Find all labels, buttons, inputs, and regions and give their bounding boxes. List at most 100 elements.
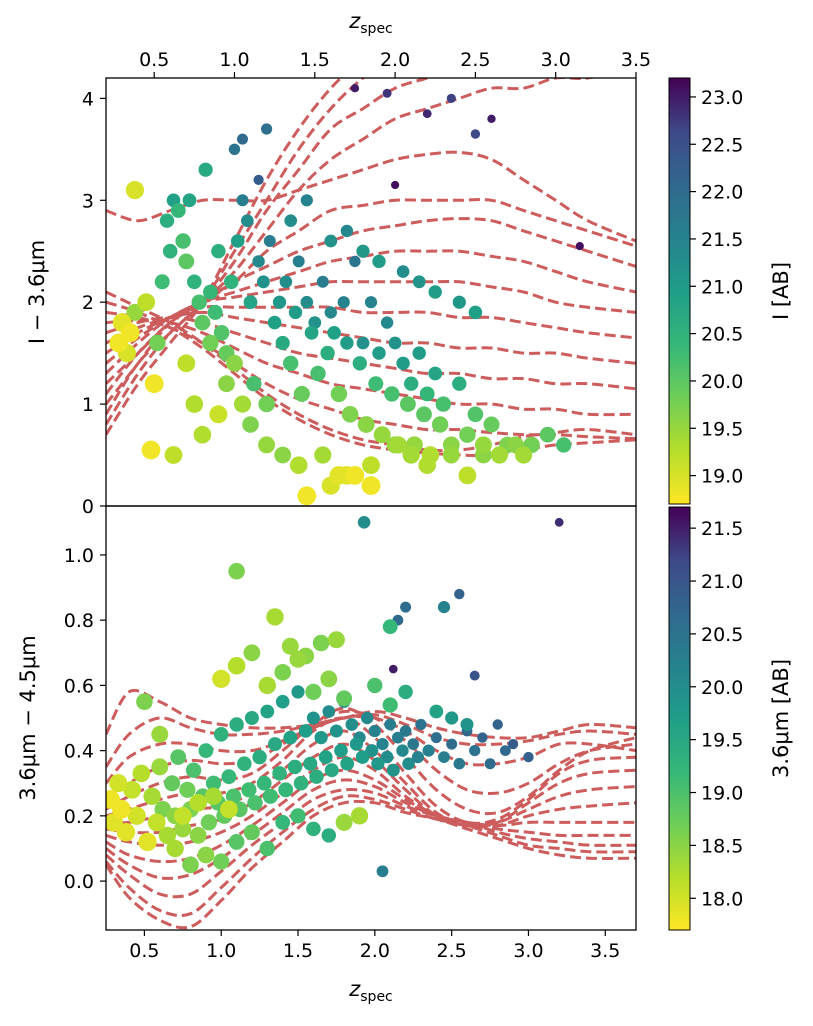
data-point [149,334,166,352]
data-point [297,486,317,506]
data-point [279,275,293,289]
model-track-line [106,78,343,436]
data-point [507,739,519,750]
data-point [400,396,416,412]
data-point [252,749,267,765]
data-point [272,766,287,781]
data-point [228,562,245,580]
data-point [225,788,242,804]
data-point [283,730,298,745]
data-point [418,456,437,475]
data-point [268,737,282,752]
data-point [154,274,170,290]
data-point [263,235,276,247]
x-axis-label: zspec [348,9,393,37]
data-point [484,758,496,770]
colorbar-tick-label: 20.0 [701,677,743,699]
x-tick-label: 1.5 [283,940,313,962]
data-point [391,180,400,190]
data-point [227,657,246,675]
data-point [515,446,533,464]
data-point [314,446,332,464]
top-scatter-points [109,84,584,506]
data-point [258,676,276,695]
data-point [336,690,353,707]
x-tick-label: 2.5 [460,49,490,71]
data-point [415,718,427,731]
data-point [274,664,292,681]
data-point [159,213,175,228]
y-axis-label: I − 3.6μm [25,240,49,344]
model-track-line [106,709,636,801]
data-point [327,326,341,340]
data-point [267,315,282,330]
data-point [435,396,451,412]
data-point [281,637,299,655]
data-point [292,255,305,268]
data-point [147,813,166,832]
data-point [272,295,287,309]
data-point [575,242,584,251]
data-point [173,806,192,825]
data-point [446,93,456,103]
data-point [367,677,383,694]
top-axes: 0.5 1.0 1.5 2.0 2.5 3.0 3.5 0 1 2 3 4 zspec I − 3.6μm [25,9,651,518]
data-point [438,751,450,763]
data-point [138,832,157,852]
data-point [123,780,141,799]
data-point [170,749,187,765]
data-point [320,345,335,361]
data-point [182,193,197,208]
data-point [453,757,466,770]
data-point [399,725,412,737]
data-point [258,436,276,454]
data-point [467,406,484,423]
model-track-line [106,318,636,417]
data-point [200,814,217,831]
data-point [284,214,298,227]
data-point [288,305,303,320]
x-tick-label: 3.0 [541,49,571,71]
y-tick-label: 0.8 [64,610,94,632]
data-point [151,758,169,776]
data-point [355,750,370,764]
data-point [253,174,264,185]
data-point [120,323,140,343]
data-point [211,244,226,259]
bottom-panel: 0.5 1.0 1.5 2.0 2.5 3.0 3.5 0.0 0.2 0.4 0.6 0.8 1.0 z… [16,505,637,1005]
data-point [335,813,353,831]
data-point [116,823,136,842]
data-point [242,416,259,433]
data-point [306,711,320,725]
data-point [388,336,402,350]
data-point [523,751,534,763]
model-track-line [106,787,636,899]
data-point [428,366,443,381]
colorbar-tick-label: 20.0 [701,371,743,393]
data-point [389,436,407,454]
data-point [224,274,239,290]
data-point [324,306,337,319]
data-point [233,395,252,413]
colorbar-tick-label: 21.0 [701,571,743,593]
data-point [400,601,412,613]
model-track-line [106,78,433,416]
data-point [402,757,415,770]
data-point [287,759,303,775]
data-point [237,756,252,771]
data-point [136,693,153,710]
data-point [368,376,384,392]
data-point [170,203,186,218]
model-track-line [106,279,636,365]
data-point [469,745,481,757]
colorbar-tick-label: 22.5 [701,134,743,156]
data-point [266,608,284,626]
data-point [437,601,451,614]
data-point [396,265,410,278]
data-point [368,724,381,738]
data-point [364,296,378,309]
data-point [151,725,169,743]
data-point [237,133,248,145]
x-tick-label: 3.0 [513,940,543,962]
